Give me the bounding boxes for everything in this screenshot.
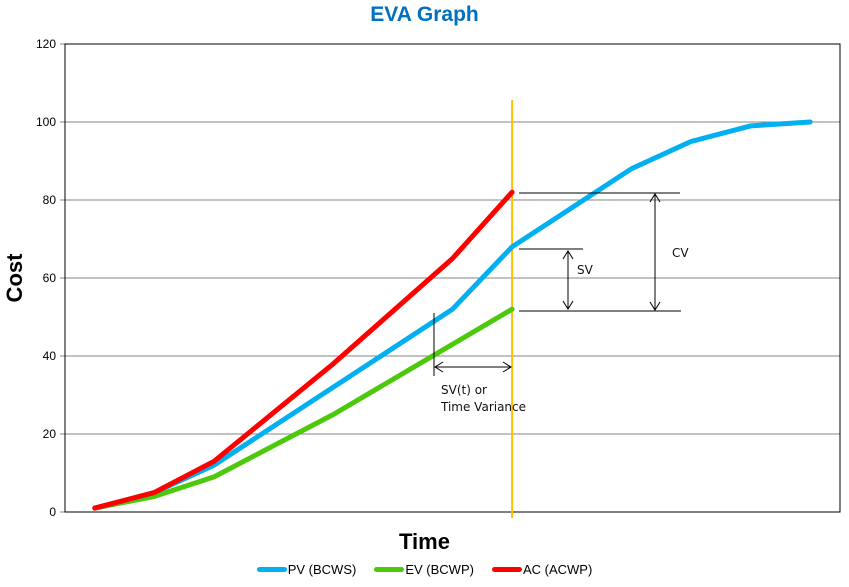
series-lines [92, 119, 813, 511]
legend-item: PV (BCWS) [256, 562, 357, 577]
y-tick-label: 80 [43, 193, 57, 207]
legend-swatch [491, 567, 522, 572]
sv-arrow-head-bottom [562, 300, 574, 310]
y-tick-label: 0 [49, 505, 56, 519]
cv-arrow-head-top [649, 193, 661, 203]
legend-item: AC (ACWP) [491, 562, 593, 577]
y-tick-label: 120 [36, 37, 56, 51]
series-line-ac [92, 189, 515, 511]
cv-arrow-head-bottom [649, 301, 661, 311]
legend-label: AC (ACWP) [522, 562, 593, 577]
legend-label: PV (BCWS) [287, 562, 357, 577]
y-tick-label: 40 [43, 349, 57, 363]
x-axis-label: Time [399, 529, 450, 554]
svt-arrow-head-left [434, 361, 444, 373]
series-line-pv [92, 119, 813, 511]
y-axis-label: Cost [2, 253, 27, 303]
legend: PV (BCWS) EV (BCWP) AC (ACWP) [0, 562, 849, 577]
legend-label: EV (BCWP) [405, 562, 474, 577]
variance-annotations: CV SV SV(t) or Time Variance [433, 192, 689, 414]
sv-arrow-head-top [562, 250, 574, 260]
y-tick-label: 20 [43, 427, 57, 441]
legend-item: EV (BCWP) [374, 562, 474, 577]
svt-label-line1: SV(t) or [441, 383, 487, 397]
plot-frame [64, 43, 841, 513]
y-tick-label: 60 [43, 271, 57, 285]
sv-label: SV [577, 263, 594, 277]
legend-swatch [256, 567, 287, 572]
gridlines [65, 121, 840, 435]
cv-label: CV [672, 246, 689, 260]
svt-label-line2: Time Variance [440, 400, 526, 414]
y-tick-label: 100 [36, 115, 56, 129]
legend-swatch [374, 567, 405, 572]
chart-title: EVA Graph [370, 3, 479, 26]
y-axis-ticks: 0 20 40 60 80 100 120 [36, 37, 65, 519]
svt-arrow-head-right [502, 361, 512, 373]
